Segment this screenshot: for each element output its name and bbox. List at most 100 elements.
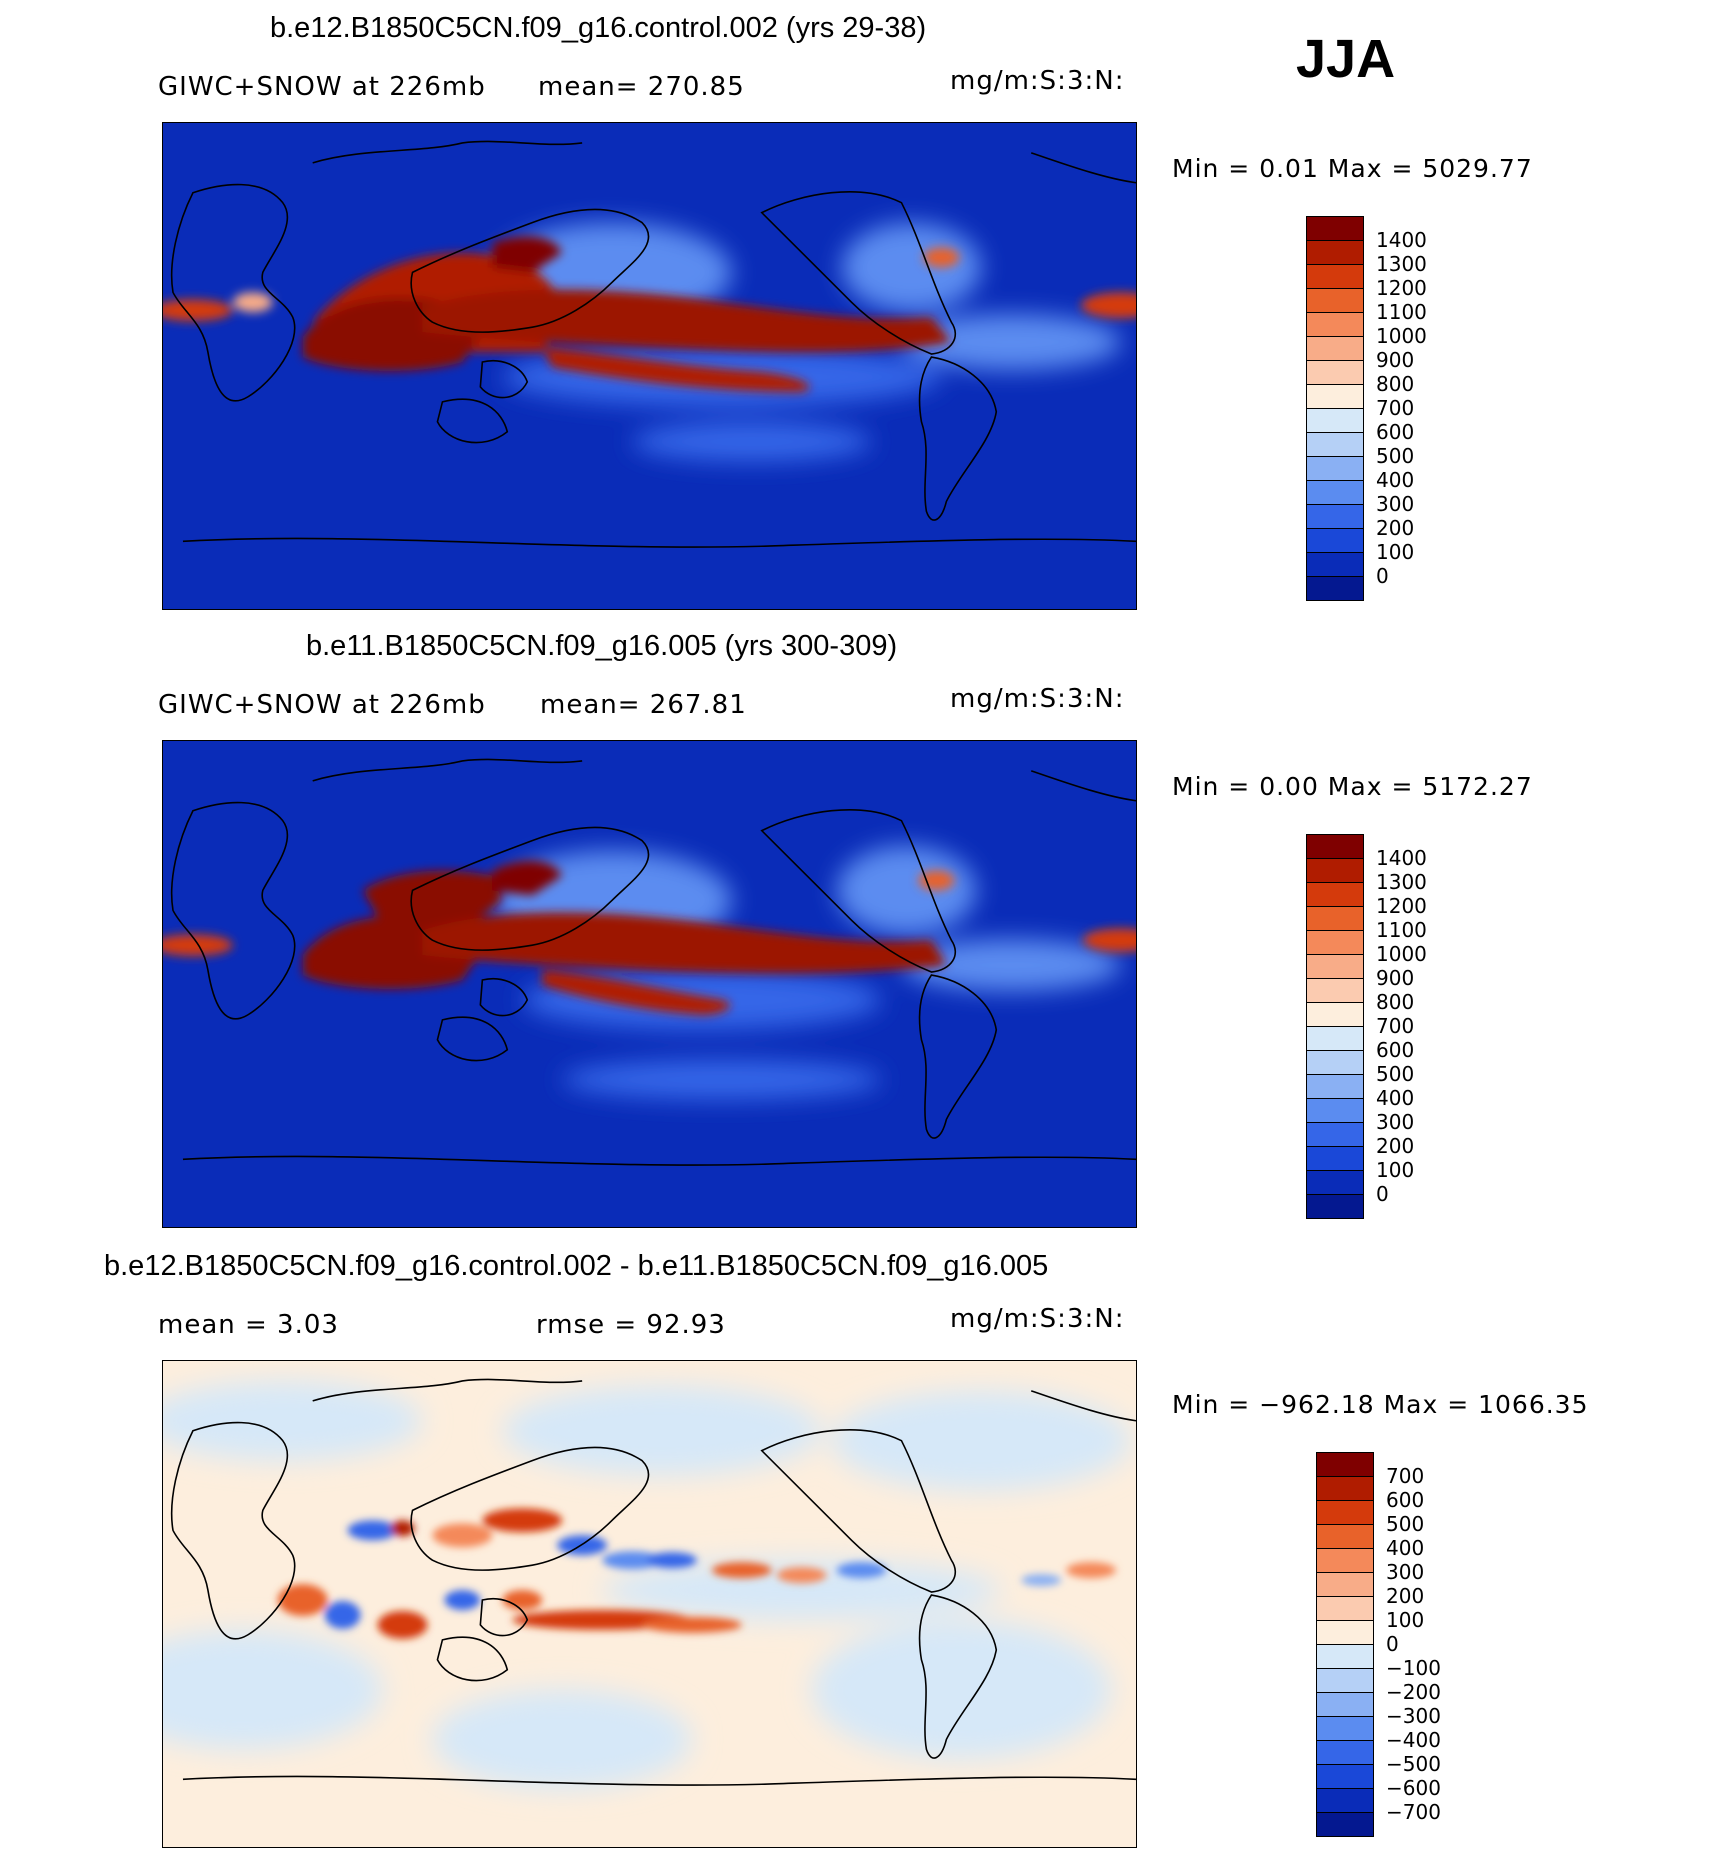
colorbar-tick-label: −700 <box>1386 1800 1441 1824</box>
colorbar-tick-label: 900 <box>1376 348 1415 372</box>
panel-1-map <box>162 122 1137 610</box>
colorbar-swatch <box>1306 954 1364 979</box>
colorbar-swatch <box>1316 1452 1374 1477</box>
colorbar-swatch <box>1306 432 1364 457</box>
panel-2-units-label: mg/m:S:3:N: <box>950 684 1125 714</box>
colorbar-swatch <box>1316 1476 1374 1501</box>
colorbar-tick-label: 1300 <box>1376 252 1427 276</box>
colorbar-tick-label: 400 <box>1376 468 1415 492</box>
colorbar-swatch <box>1316 1812 1374 1837</box>
colorbar-tick-label: 100 <box>1386 1608 1425 1632</box>
colorbar-tick-label: 1100 <box>1376 918 1427 942</box>
colorbar-tick-label: 500 <box>1376 1062 1415 1086</box>
colorbar-swatch <box>1316 1764 1374 1789</box>
colorbar-swatch <box>1316 1668 1374 1693</box>
colorbar-swatch <box>1306 528 1364 553</box>
panel-1-variable-label: GIWC+SNOW at 226mb <box>158 72 486 102</box>
colorbar-swatch <box>1306 1002 1364 1027</box>
colorbar-swatch <box>1306 312 1364 337</box>
colorbar-tick-label: 200 <box>1386 1584 1425 1608</box>
colorbar-tick-label: 0 <box>1376 564 1389 588</box>
colorbar-swatch <box>1306 1122 1364 1147</box>
colorbar-tick-label: 400 <box>1386 1536 1425 1560</box>
colorbar-swatch <box>1306 1170 1364 1195</box>
colorbar-tick-label: 1200 <box>1376 894 1427 918</box>
colorbar-swatch <box>1306 576 1364 601</box>
colorbar-tick-label: 500 <box>1386 1512 1425 1536</box>
colorbar-tick-label: 1300 <box>1376 870 1427 894</box>
colorbar-swatch <box>1306 408 1364 433</box>
colorbar-tick-label: −400 <box>1386 1728 1441 1752</box>
panel-3-units-label: mg/m:S:3:N: <box>950 1304 1125 1334</box>
colorbar-tick-label: 900 <box>1376 966 1415 990</box>
colorbar-swatch <box>1306 240 1364 265</box>
colorbar-tick-label: 1100 <box>1376 300 1427 324</box>
colorbar-tick-label: 700 <box>1386 1464 1425 1488</box>
colorbar-swatch <box>1306 360 1364 385</box>
colorbar-swatch <box>1306 1098 1364 1123</box>
colorbar-tick-label: 800 <box>1376 372 1415 396</box>
colorbar-swatch <box>1316 1788 1374 1813</box>
panel-3-rmse-label: rmse = 92.93 <box>536 1310 726 1340</box>
colorbar-tick-label: −300 <box>1386 1704 1441 1728</box>
colorbar-tick-label: 200 <box>1376 516 1415 540</box>
panel-3-title: b.e12.B1850C5CN.f09_g16.control.002 - b.… <box>104 1250 1049 1282</box>
colorbar-swatch <box>1306 552 1364 577</box>
colorbar-tick-label: 700 <box>1376 396 1415 420</box>
colorbar-tick-label: −500 <box>1386 1752 1441 1776</box>
colorbar-swatch <box>1316 1572 1374 1597</box>
panel-3-minmax: Min = −962.18 Max = 1066.35 <box>1172 1390 1589 1419</box>
colorbar-swatch <box>1306 1026 1364 1051</box>
colorbar-tick-label: 200 <box>1376 1134 1415 1158</box>
colorbar-swatch <box>1316 1524 1374 1549</box>
colorbar-swatch <box>1306 1074 1364 1099</box>
colorbar-tick-label: 1000 <box>1376 942 1427 966</box>
colorbar-swatch <box>1306 504 1364 529</box>
colorbar-swatch <box>1306 336 1364 361</box>
colorbar-tick-label: 1200 <box>1376 276 1427 300</box>
colorbar-tick-label: 400 <box>1376 1086 1415 1110</box>
colorbar-swatch <box>1306 456 1364 481</box>
colorbar-swatch <box>1316 1692 1374 1717</box>
panel-2-variable-label: GIWC+SNOW at 226mb <box>158 690 486 720</box>
colorbar-swatch <box>1306 858 1364 883</box>
colorbar-swatch <box>1316 1716 1374 1741</box>
colorbar-swatch <box>1306 834 1364 859</box>
colorbar-swatch <box>1306 906 1364 931</box>
colorbar-tick-label: 600 <box>1386 1488 1425 1512</box>
colorbar-swatch <box>1306 1146 1364 1171</box>
colorbar-tick-label: 600 <box>1376 420 1415 444</box>
season-label: JJA <box>1296 29 1396 89</box>
colorbar-swatch <box>1316 1740 1374 1765</box>
colorbar-tick-label: 600 <box>1376 1038 1415 1062</box>
colorbar-swatch <box>1306 480 1364 505</box>
colorbar-tick-label: 1400 <box>1376 846 1427 870</box>
colorbar-swatch <box>1306 978 1364 1003</box>
colorbar-swatch <box>1306 264 1364 289</box>
colorbar-swatch <box>1316 1644 1374 1669</box>
colorbar-tick-label: 100 <box>1376 1158 1415 1182</box>
panel-2-minmax: Min = 0.00 Max = 5172.27 <box>1172 772 1533 801</box>
colorbar-tick-label: 0 <box>1386 1632 1399 1656</box>
colorbar-swatch <box>1306 882 1364 907</box>
colorbar-swatch <box>1306 216 1364 241</box>
colorbar-tick-label: 800 <box>1376 990 1415 1014</box>
colorbar-tick-label: −100 <box>1386 1656 1441 1680</box>
panel-2-map <box>162 740 1137 1228</box>
colorbar-swatch <box>1316 1500 1374 1525</box>
colorbar-tick-label: 700 <box>1376 1014 1415 1038</box>
colorbar-swatch <box>1306 288 1364 313</box>
panel-1-minmax: Min = 0.01 Max = 5029.77 <box>1172 154 1533 183</box>
colorbar-tick-label: 0 <box>1376 1182 1389 1206</box>
colorbar-tick-label: 1400 <box>1376 228 1427 252</box>
colorbar-swatch <box>1306 1050 1364 1075</box>
colorbar-tick-label: 500 <box>1376 444 1415 468</box>
colorbar-swatch <box>1316 1596 1374 1621</box>
colorbar-tick-label: 300 <box>1386 1560 1425 1584</box>
panel-1-title: b.e12.B1850C5CN.f09_g16.control.002 (yrs… <box>270 12 927 44</box>
panel-3-map-field <box>163 1361 1136 1847</box>
colorbar-tick-label: 300 <box>1376 1110 1415 1134</box>
colorbar-swatch <box>1306 930 1364 955</box>
colorbar-tick-label: 300 <box>1376 492 1415 516</box>
colorbar-swatch <box>1306 1194 1364 1219</box>
